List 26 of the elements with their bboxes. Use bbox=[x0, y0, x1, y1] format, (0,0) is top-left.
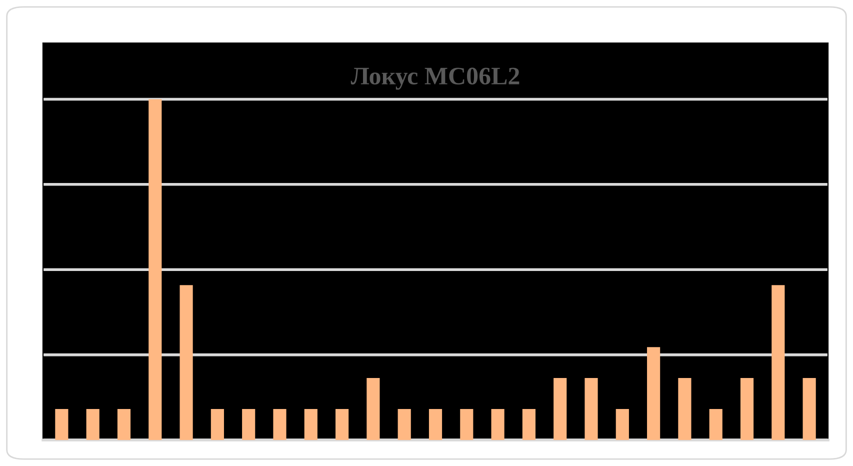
bar bbox=[616, 409, 629, 440]
bar bbox=[678, 378, 692, 440]
bar bbox=[304, 409, 318, 440]
bar bbox=[647, 347, 660, 440]
bar bbox=[460, 409, 474, 440]
bar bbox=[117, 409, 131, 440]
bar bbox=[709, 409, 722, 440]
bar bbox=[336, 409, 349, 440]
bar bbox=[584, 378, 598, 440]
bar bbox=[802, 378, 816, 440]
bar bbox=[428, 409, 442, 440]
bar bbox=[86, 409, 100, 440]
bar bbox=[55, 409, 68, 440]
bar bbox=[148, 99, 162, 440]
bar bbox=[772, 285, 785, 440]
bar bbox=[740, 378, 754, 440]
bar bbox=[210, 409, 224, 440]
bar bbox=[554, 378, 567, 440]
chart-title: Локус MC06L2 bbox=[350, 68, 520, 90]
bar bbox=[491, 409, 504, 440]
bar bbox=[398, 409, 411, 440]
bar bbox=[242, 409, 256, 440]
bar bbox=[522, 409, 536, 440]
bar bbox=[366, 378, 380, 440]
bar bbox=[273, 409, 286, 440]
bar bbox=[180, 285, 193, 440]
